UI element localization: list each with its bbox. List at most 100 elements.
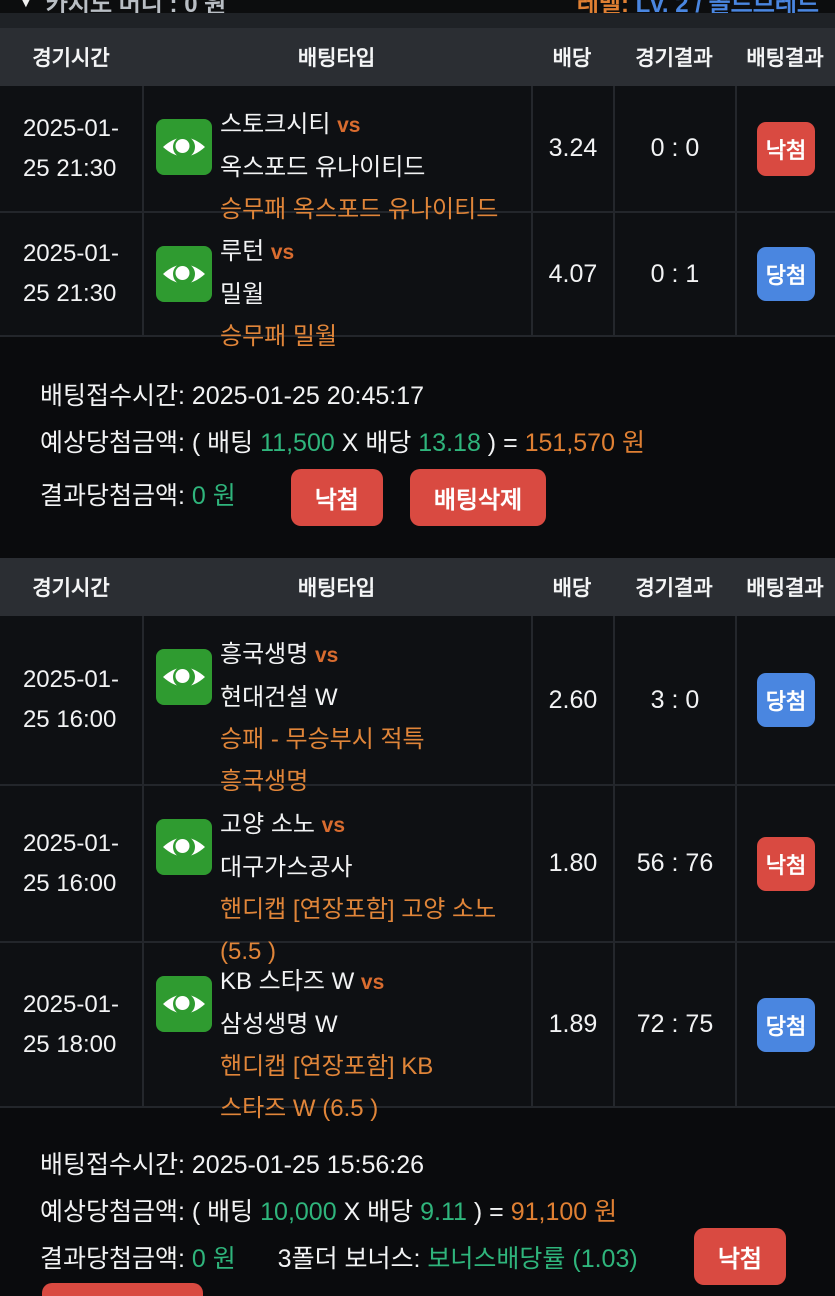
col-header-bet-result: 배팅결과	[746, 577, 824, 600]
result-badge-win: 당첨	[756, 247, 816, 301]
slip-status-button[interactable]: 낙첨	[693, 1228, 786, 1285]
casino-money-label: 카지노 머니 : 0 원	[46, 0, 227, 13]
slip-status-button[interactable]: 낙첨	[290, 469, 383, 526]
date-line1: 2025-01-	[22, 114, 120, 142]
pick-line: 승무패 밀월	[220, 323, 338, 350]
received-time-label: 배팅접수시간:	[40, 382, 185, 410]
result-badge-lose: 낙첨	[756, 121, 816, 176]
col-header-result: 경기결과	[635, 47, 713, 70]
bonus-value: 보너스배당률 (1.03)	[427, 1245, 638, 1273]
date-line1: 2025-01-	[22, 666, 120, 693]
received-time-label: 배팅접수시간:	[40, 1151, 185, 1179]
col-header-type: 배팅타입	[297, 577, 376, 600]
team2: 현대건설 W	[220, 684, 338, 711]
paren-close: ) =	[473, 1198, 504, 1226]
team1: 루턴	[220, 238, 265, 265]
table2-body: 2025-01- 25 16:00 흥국생명 vs 현대건설 W 승패 - 무승…	[0, 616, 835, 1122]
bet-type-cell: 흥국생명 vs 현대건설 W 승패 - 무승부시 적특 흥국생명	[142, 616, 531, 795]
bet-result-cell: 당첨	[735, 943, 835, 1106]
expected-amount-label: 예상당첨금액:	[40, 429, 185, 457]
received-time-value: 2025-01-25 20:45:17	[191, 382, 425, 410]
date-line2: 25 21:30	[22, 154, 117, 182]
pick-line: 승무패 옥스포드 유나이티드	[220, 196, 499, 223]
date-line2: 25 16:00	[22, 869, 117, 897]
multiply-odds-label: X 배당	[341, 429, 412, 457]
pick-line: 스타즈 W (6.5 )	[220, 1095, 379, 1122]
expected-amount-label: 예상당첨금액:	[40, 1198, 185, 1226]
col-header-odds: 배당	[552, 47, 592, 70]
pick-line: 핸디캡 [연장포함] 고양 소노	[220, 896, 497, 923]
result-amount-label: 결과당첨금액:	[40, 1245, 185, 1273]
result-amount: 0 원	[191, 1245, 236, 1273]
match-score: 0 : 0	[613, 86, 735, 211]
table2-header: 경기시간 배팅타입 배당 경기결과 배팅결과	[0, 558, 835, 616]
odds-value: 1.89	[531, 943, 613, 1106]
table-row: 2025-01- 25 18:00 KB 스타즈 W vs 삼성생명 W 핸디캡…	[0, 941, 835, 1122]
total-odds: 13.18	[418, 429, 481, 457]
match-score: 56 : 76	[613, 786, 735, 941]
match-score: 3 : 0	[613, 616, 735, 784]
result-badge-win: 당첨	[756, 997, 816, 1052]
table1-body: 2025-01- 25 21:30 스토크시티 vs 옥스포드 유나이티드 승무…	[0, 86, 835, 350]
bet-result-cell: 당첨	[735, 213, 835, 335]
partial-cutoff-button[interactable]	[42, 1283, 203, 1296]
team1: KB 스타즈 W	[220, 968, 355, 995]
expected-amount: 91,100 원	[510, 1198, 618, 1226]
bet-type-cell: KB 스타즈 W vs 삼성생명 W 핸디캡 [연장포함] KB 스타즈 W (…	[142, 943, 531, 1122]
slip1-summary: 배팅접수시간: 2025-01-25 20:45:17 예상당첨금액: ( 배팅…	[0, 337, 835, 558]
level-label: 레벨:	[577, 0, 629, 13]
match-time: 2025-01- 25 16:00	[0, 786, 142, 941]
vs-label: vs	[360, 971, 385, 994]
bet-type-cell: 고양 소노 vs 대구가스공사 핸디캡 [연장포함] 고양 소노 (5.5 )	[142, 786, 531, 965]
match-score: 0 : 1	[613, 213, 735, 335]
col-header-odds: 배당	[552, 577, 592, 600]
result-amount-label: 결과당첨금액:	[40, 482, 185, 511]
table1-header: 경기시간 배팅타입 배당 경기결과 배팅결과	[0, 28, 835, 86]
received-time-value: 2025-01-25 15:56:26	[191, 1151, 425, 1179]
match-score: 72 : 75	[613, 943, 735, 1106]
match-time: 2025-01- 25 16:00	[0, 616, 142, 784]
collapse-triangle-icon[interactable]: ▼	[16, 0, 36, 12]
vs-label: vs	[270, 241, 295, 264]
bonus-label: 3폴더 보너스:	[277, 1245, 421, 1273]
view-match-eye-icon[interactable]	[156, 648, 212, 705]
col-header-result: 경기결과	[635, 577, 713, 600]
view-match-eye-icon[interactable]	[156, 118, 212, 175]
team2: 밀월	[220, 281, 265, 308]
slip2-summary: 배팅접수시간: 2025-01-25 15:56:26 예상당첨금액: ( 배팅…	[0, 1108, 835, 1292]
col-header-bet-result: 배팅결과	[746, 47, 824, 70]
team1: 스토크시티	[220, 111, 331, 138]
vs-label: vs	[315, 644, 339, 667]
table-row: 2025-01- 25 16:00 흥국생명 vs 현대건설 W 승패 - 무승…	[0, 616, 835, 795]
view-match-eye-icon[interactable]	[156, 245, 212, 302]
divider-band	[0, 13, 835, 28]
match-time: 2025-01- 25 21:30	[0, 86, 142, 211]
bet-amount: 11,500	[260, 429, 335, 457]
view-match-eye-icon[interactable]	[156, 975, 212, 1032]
date-line1: 2025-01-	[22, 829, 120, 857]
odds-value: 1.80	[531, 786, 613, 941]
bet-type-cell: 스토크시티 vs 옥스포드 유나이티드 승무패 옥스포드 유나이티드	[142, 86, 531, 223]
col-header-type: 배팅타입	[297, 47, 376, 70]
pick-line: 핸디캡 [연장포함] KB	[220, 1053, 434, 1080]
paren-open: ( 배팅	[191, 1198, 254, 1226]
delete-bet-button[interactable]: 배팅삭제	[409, 469, 547, 526]
pick-line: 승패 - 무승부시 적특	[220, 726, 425, 753]
result-badge-win: 당첨	[756, 673, 816, 727]
table-row: 2025-01- 25 16:00 고양 소노 vs 대구가스공사 핸디캡 [연…	[0, 784, 835, 965]
date-line1: 2025-01-	[22, 990, 120, 1018]
vs-label: vs	[337, 114, 361, 137]
team2: 대구가스공사	[220, 854, 353, 881]
total-odds: 9.11	[420, 1198, 467, 1226]
odds-value: 2.60	[531, 616, 613, 784]
date-line2: 25 18:00	[22, 1030, 117, 1058]
paren-open: ( 배팅	[191, 429, 254, 457]
result-amount: 0 원	[191, 482, 236, 511]
view-match-eye-icon[interactable]	[156, 818, 212, 875]
date-line2: 25 16:00	[22, 706, 117, 733]
odds-value: 3.24	[531, 86, 613, 211]
date-line2: 25 21:30	[22, 280, 117, 307]
paren-close: ) =	[487, 429, 518, 457]
team1: 고양 소노	[220, 811, 315, 838]
